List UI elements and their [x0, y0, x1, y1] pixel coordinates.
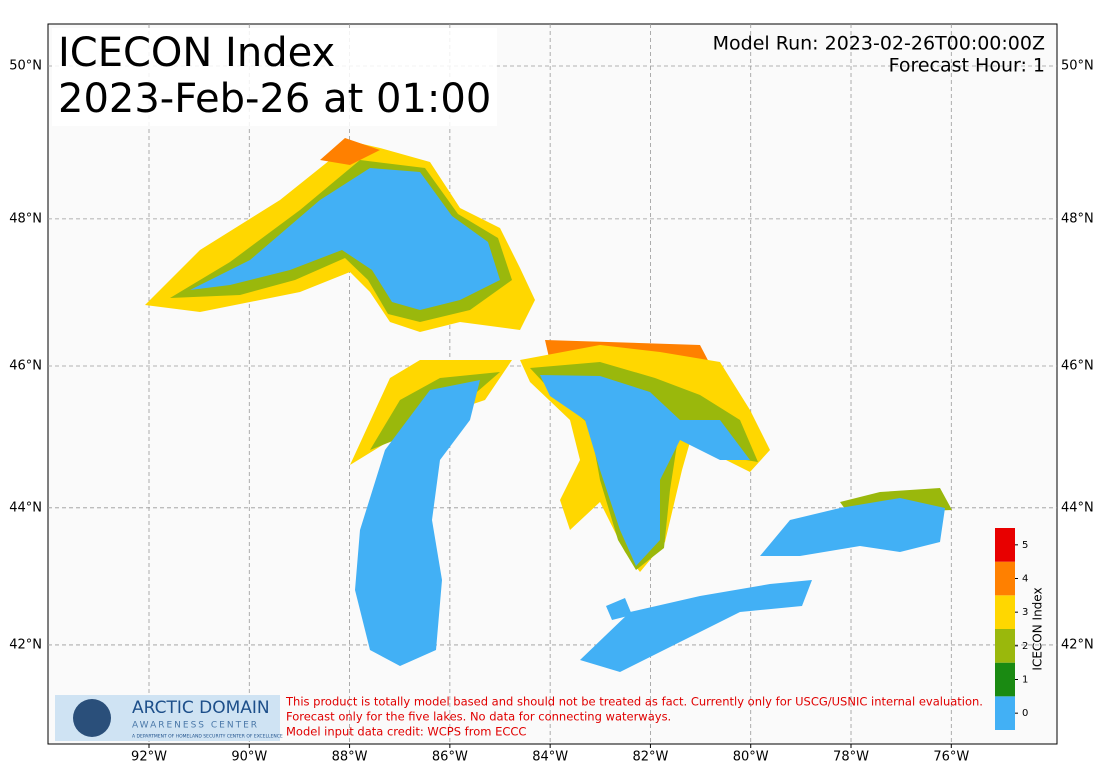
lake-superior — [190, 168, 500, 310]
lon-tick-label: 84°W — [532, 750, 568, 765]
colorbar-segment — [995, 528, 1015, 562]
lake-michigan — [355, 380, 480, 666]
axis-labels: 92°W 90°W 88°W 86°W 84°W 82°W 80°W 78°W 76°W 50°N… — [9, 59, 1094, 765]
lat-tick-label: 46°N — [9, 358, 42, 373]
lake-erie — [580, 580, 812, 672]
lat-tick-label: 42°N — [9, 637, 42, 652]
lake-st-clair — [606, 598, 632, 620]
lat-tick-label: 48°N — [1061, 211, 1094, 226]
colorbar-tick-label: 2 — [1022, 641, 1028, 652]
lon-tick-label: 78°W — [833, 750, 869, 765]
colorbar: 0 1 2 3 4 5 — [995, 528, 1028, 730]
forecast-hour: Forecast Hour: 1 — [889, 55, 1045, 77]
logo-globe — [73, 699, 111, 737]
lat-tick-label: 46°N — [1061, 358, 1094, 373]
title: ICECON Index — [58, 30, 335, 76]
disclaimer-line: This product is totally model based and … — [285, 695, 983, 709]
colorbar-segment — [995, 629, 1015, 663]
colorbar-segment — [995, 561, 1015, 596]
lon-tick-label: 92°W — [131, 750, 167, 765]
title-box — [52, 28, 497, 126]
lake-superior-north-shore — [320, 138, 380, 165]
colorbar-tick-label: 3 — [1022, 607, 1028, 618]
logo: ARCTIC DOMAIN AWARENESS CENTER A DEPARTM… — [55, 695, 283, 741]
colorbar-segment — [995, 662, 1015, 697]
lon-tick-label: 76°W — [933, 750, 969, 765]
lat-tick-label: 50°N — [9, 59, 42, 74]
colorbar-tick-label: 0 — [1022, 708, 1028, 719]
lon-tick-label: 86°W — [432, 750, 468, 765]
lon-tick-label: 90°W — [231, 750, 267, 765]
lat-tick-label: 44°N — [1061, 500, 1094, 515]
colorbar-label: ICECON Index — [1031, 587, 1045, 670]
colorbar-segment — [995, 595, 1015, 629]
lon-tick-label: 82°W — [632, 750, 668, 765]
lat-tick-label: 44°N — [9, 500, 42, 515]
lon-tick-label: 88°W — [332, 750, 368, 765]
lake-huron — [540, 375, 750, 566]
lat-tick-label: 42°N — [1061, 637, 1094, 652]
subtitle: 2023-Feb-26 at 01:00 — [58, 76, 491, 122]
lake-ontario — [760, 498, 945, 556]
colorbar-tick-label: 5 — [1022, 540, 1028, 551]
disclaimer: This product is totally model based and … — [285, 695, 983, 739]
colorbar-segment — [995, 696, 1015, 730]
colorbar-tick-label: 4 — [1022, 574, 1028, 585]
logo-name: ARCTIC DOMAIN — [132, 698, 270, 718]
disclaimer-line: Forecast only for the five lakes. No dat… — [286, 710, 671, 724]
lat-tick-label: 48°N — [9, 211, 42, 226]
disclaimer-line: Model input data credit: WCPS from ECCC — [286, 725, 526, 739]
colorbar-tick-label: 1 — [1022, 675, 1028, 686]
lakes — [145, 138, 952, 672]
lon-tick-label: 80°W — [733, 750, 769, 765]
logo-tag: A DEPARTMENT OF HOMELAND SECURITY CENTER… — [132, 734, 283, 740]
logo-sub: AWARENESS CENTER — [132, 721, 259, 731]
model-run: Model Run: 2023-02-26T00:00:00Z — [713, 33, 1045, 55]
lat-tick-label: 50°N — [1061, 59, 1094, 74]
